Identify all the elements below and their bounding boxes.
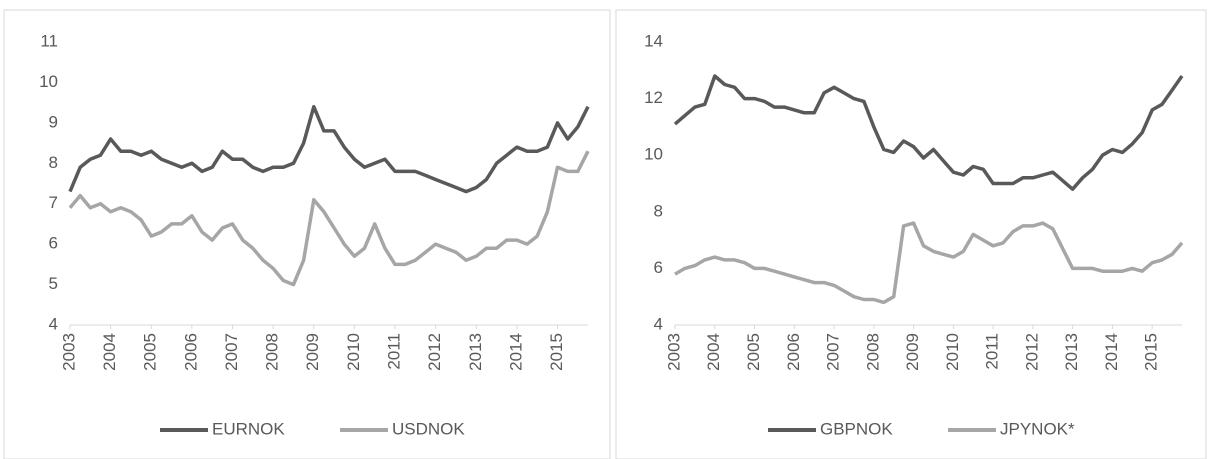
y-tick-label: 4: [654, 314, 663, 333]
series-line: [674, 221, 1184, 305]
x-tick-label: 2003: [59, 333, 78, 371]
x-tick-label: 2015: [547, 333, 566, 371]
x-tick-label: 2007: [824, 333, 843, 371]
y-tick-label: 6: [49, 234, 58, 253]
x-tick-label: 2006: [784, 333, 803, 371]
x-tick-label: 2005: [141, 333, 160, 371]
y-tick-label: 9: [49, 112, 58, 131]
y-tick-label: 6: [654, 258, 663, 277]
panel-border: [615, 9, 1207, 459]
x-tick-label: 2011: [385, 333, 404, 370]
y-tick-label: 5: [49, 274, 58, 293]
y-tick-label: 14: [644, 31, 663, 50]
y-tick-label: 11: [40, 31, 58, 50]
legend-label: EURNOK: [212, 419, 285, 438]
x-tick-label: 2004: [100, 333, 119, 371]
series-line: [68, 150, 590, 287]
y-tick-label: 8: [654, 201, 663, 220]
x-tick-label: 2009: [303, 333, 322, 371]
x-tick-label: 2015: [1142, 333, 1161, 371]
y-tick-label: 7: [49, 193, 58, 212]
x-tick-label: 2004: [704, 333, 723, 371]
legend-label: USDNOK: [392, 419, 465, 438]
legend-label: JPYNOK*: [1000, 419, 1075, 438]
x-tick-label: 2008: [263, 333, 282, 371]
x-tick-label: 2013: [466, 333, 485, 371]
x-tick-label: 2013: [1062, 333, 1081, 371]
x-tick-label: 2005: [744, 333, 763, 371]
x-tick-label: 2008: [863, 333, 882, 371]
x-tick-label: 2012: [425, 333, 444, 371]
series-line: [673, 74, 1184, 191]
y-tick-label: 8: [49, 153, 58, 172]
legend-label: GBPNOK: [820, 419, 893, 438]
x-tick-label: 2011: [983, 333, 1002, 370]
panel-border: [3, 9, 611, 459]
x-tick-label: 2012: [1022, 333, 1041, 371]
series-line: [68, 104, 590, 194]
x-tick-label: 2014: [506, 333, 525, 371]
x-tick-label: 2009: [903, 333, 922, 371]
x-tick-label: 2006: [181, 333, 200, 371]
x-tick-label: 2007: [222, 333, 241, 371]
y-tick-label: 10: [644, 145, 663, 164]
x-tick-label: 2010: [943, 333, 962, 371]
x-tick-label: 2003: [664, 333, 683, 371]
y-tick-label: 10: [39, 72, 58, 91]
x-tick-label: 2014: [1102, 333, 1121, 371]
x-tick-label: 2010: [344, 333, 363, 371]
y-tick-label: 4: [49, 314, 58, 333]
y-tick-label: 12: [644, 88, 663, 107]
